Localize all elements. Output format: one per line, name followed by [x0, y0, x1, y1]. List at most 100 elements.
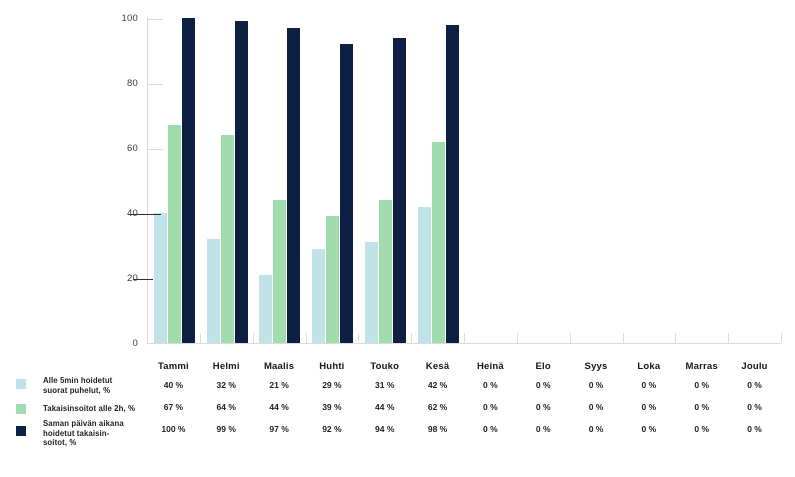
- value-cell: 32 %: [216, 380, 236, 390]
- x-tick: [411, 333, 413, 343]
- month-label: Elo: [535, 361, 551, 372]
- bar-group-syys: [570, 17, 623, 343]
- y-tick-80: [148, 84, 163, 85]
- month-label: Kesä: [425, 361, 450, 372]
- value-cell: 67 %: [163, 402, 184, 412]
- month-label: Touko: [370, 361, 400, 372]
- value-cell: 44 %: [375, 402, 395, 412]
- month-label: Syys: [584, 361, 608, 372]
- value-cell: 94 %: [375, 424, 395, 434]
- value-cell: 0 %: [694, 380, 710, 390]
- month-label: Helmi: [212, 361, 240, 372]
- bar-group-marras: [676, 17, 729, 343]
- bar-group-loka: [623, 17, 676, 343]
- value-cell: 0 %: [641, 424, 657, 434]
- bar: [312, 248, 326, 343]
- value-cell: 21 %: [269, 380, 289, 390]
- bar-group-elo: [517, 17, 570, 343]
- bar-group-huhti: [306, 17, 359, 343]
- value-cell: 64 %: [216, 402, 236, 412]
- x-tick: [199, 333, 201, 343]
- bar-group-tammi: [148, 17, 201, 343]
- value-cell: 92 %: [322, 424, 342, 434]
- bar: [287, 27, 301, 343]
- y-tick-20: [133, 279, 153, 280]
- month-label: Huhti: [319, 361, 345, 372]
- bar-group-heinä: [465, 17, 518, 343]
- bar: [378, 200, 392, 343]
- x-tick: [305, 333, 307, 343]
- value-cell: 97 %: [269, 424, 289, 434]
- value-cell: 0 %: [747, 424, 762, 434]
- value-cell: 42 %: [427, 380, 448, 390]
- bar: [326, 216, 340, 343]
- x-tick: [675, 333, 677, 343]
- value-cell: 0 %: [694, 402, 710, 412]
- value-cell: 100 %: [161, 424, 186, 434]
- bar-group-kesä: [412, 17, 465, 343]
- month-label: Maalis: [263, 361, 295, 372]
- value-cell: 0 %: [747, 380, 762, 390]
- bar-series-area: [148, 17, 781, 343]
- bar: [153, 213, 167, 343]
- legend-label-line: Alle 5min hoidetut: [43, 376, 113, 385]
- legend-item-callbacks-2h: Takaisinsoitot alle 2h, %: [16, 404, 135, 414]
- plot-area: [147, 17, 782, 344]
- value-cell: 0 %: [588, 402, 604, 412]
- legend-swatch-green: [16, 404, 26, 414]
- chart-legend: Alle 5min hoidetut suorat puhelut, % Tak…: [0, 0, 147, 477]
- value-cell: 31 %: [375, 380, 395, 390]
- bar: [340, 44, 354, 343]
- value-cell: 0 %: [535, 380, 551, 390]
- legend-label: Saman päivän aikana hoidetut takaisin- s…: [43, 419, 124, 448]
- bar-group-touko: [359, 17, 412, 343]
- x-tick: [569, 333, 571, 343]
- legend-label-line: Saman päivän aikana: [43, 419, 124, 428]
- value-cell: 0 %: [535, 402, 551, 412]
- legend-item-sameday-callbacks: Saman päivän aikana hoidetut takaisin- s…: [16, 419, 124, 448]
- month-label: Marras: [685, 361, 718, 372]
- bar-group-maalis: [254, 17, 307, 343]
- value-row: 100 % 99 % 97 % 92 % 94 % 98 % 0 % 0 % 0 % 0 % 0 %…: [147, 424, 781, 435]
- bar: [445, 24, 459, 343]
- bar: [220, 135, 234, 343]
- bar: [392, 37, 406, 343]
- value-cell: 44 %: [269, 402, 289, 412]
- value-row: 40 % 32 % 21 % 29 % 31 % 42 % 0 % 0 % 0 % 0 % 0 % 0…: [147, 380, 781, 391]
- bar: [273, 200, 287, 343]
- bar: [206, 239, 220, 343]
- bar-group-helmi: [201, 17, 254, 343]
- value-cell: 0 %: [694, 424, 710, 434]
- month-header-row: Tammi Helmi Maalis Huhti Touko Kesä Heinä Elo Sy…: [147, 361, 781, 373]
- legend-swatch-navy: [16, 426, 26, 436]
- value-cell: 98 %: [427, 424, 448, 434]
- value-row: 67 % 64 % 44 % 39 % 44 % 62 % 0 % 0 % 0 % 0 % 0 % 0…: [147, 402, 781, 413]
- bar: [417, 206, 431, 343]
- legend-swatch-lightblue: [16, 379, 26, 389]
- value-cell: 0 %: [483, 380, 498, 390]
- bar: [431, 141, 445, 343]
- x-tick: [516, 333, 518, 343]
- x-tick: [728, 333, 730, 343]
- legend-item-direct-calls: Alle 5min hoidetut suorat puhelut, %: [16, 376, 112, 395]
- bar: [234, 21, 248, 343]
- value-cell: 0 %: [641, 380, 657, 390]
- x-tick: [252, 333, 254, 343]
- y-tick-label: 100: [121, 13, 138, 24]
- value-cell: 0 %: [588, 424, 604, 434]
- y-tick-60: [148, 149, 163, 150]
- value-cell: 0 %: [483, 424, 498, 434]
- legend-label-line: Takaisinsoitot alle 2h, %: [43, 404, 136, 413]
- value-cell: 62 %: [427, 402, 448, 412]
- bar-group-joulu: [728, 17, 781, 343]
- legend-label-line: soitot, %: [43, 438, 77, 448]
- legend-label-line: hoidetut takaisin-: [43, 428, 110, 438]
- y-tick-label: 80: [127, 78, 138, 89]
- value-cell: 0 %: [641, 402, 657, 412]
- bar: [364, 242, 378, 343]
- value-cell: 0 %: [535, 424, 551, 434]
- value-cell: 29 %: [322, 380, 342, 390]
- y-tick-label: 60: [127, 143, 138, 154]
- value-cell: 40 %: [163, 380, 184, 390]
